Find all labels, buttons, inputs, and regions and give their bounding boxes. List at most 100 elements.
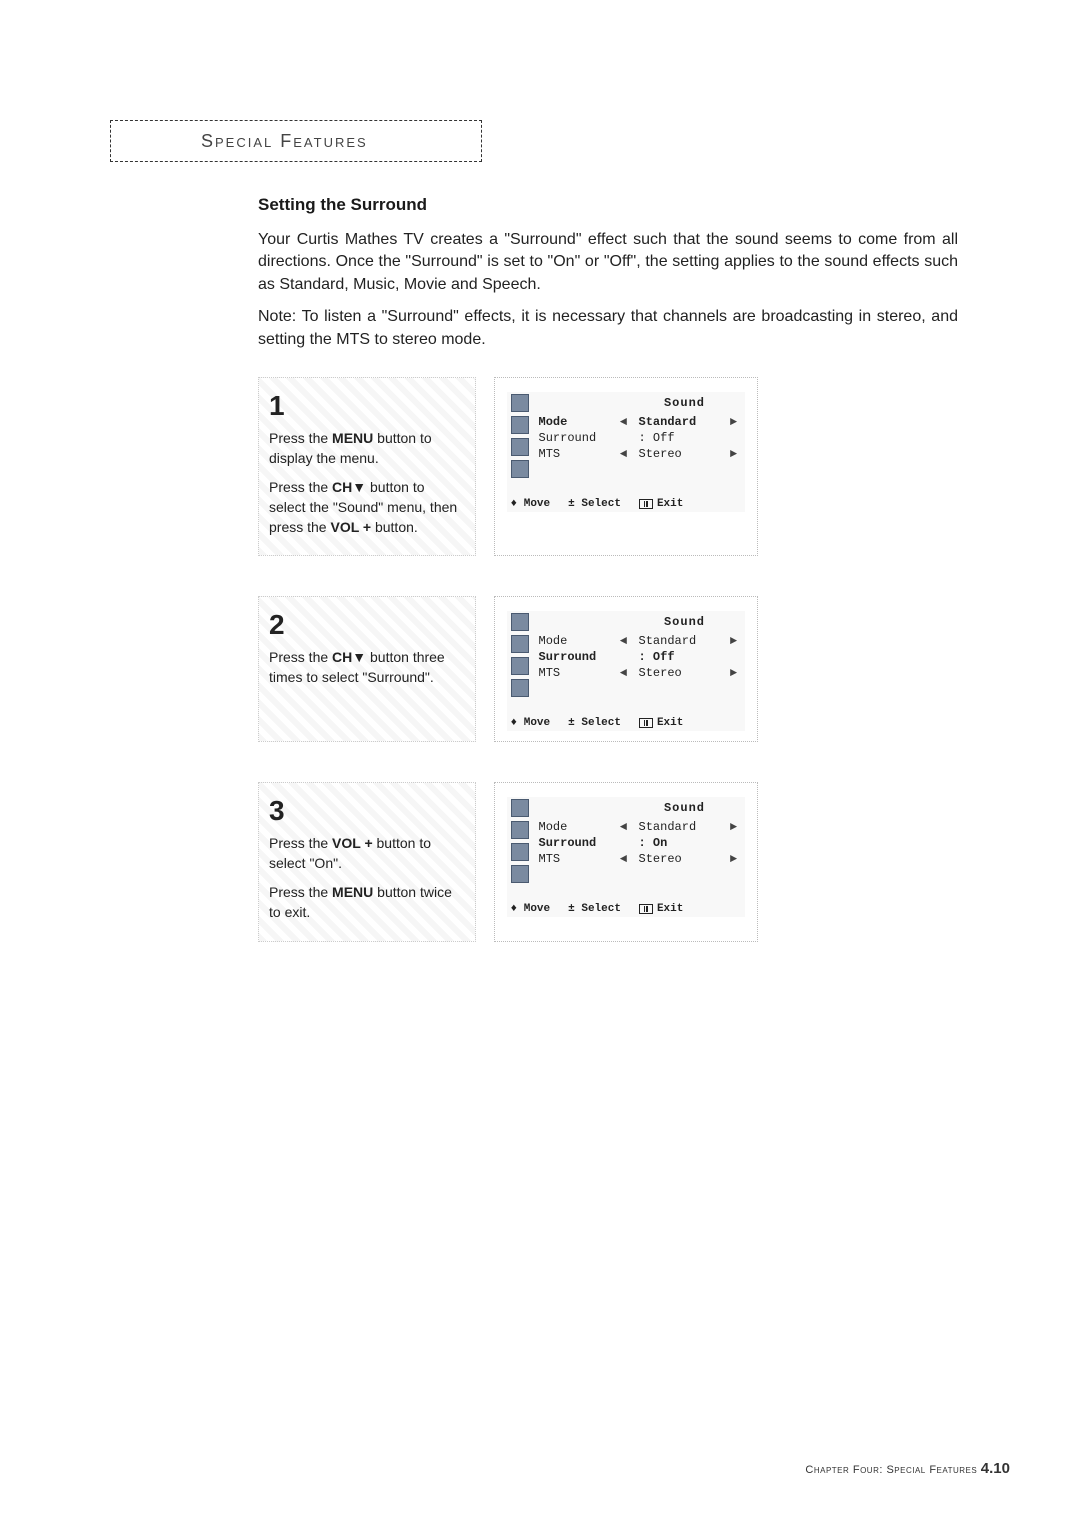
osd-row: Surround : Off <box>539 430 741 446</box>
osd-icon <box>511 438 529 456</box>
osd-row-value: Stereo <box>639 666 719 680</box>
section-title-box: Special Features <box>110 120 482 162</box>
menu-icon <box>639 499 653 509</box>
osd-row-label: Mode <box>539 820 609 834</box>
left-arrow-icon: ◄ <box>619 634 629 648</box>
hint-move: ♦ Move <box>511 903 551 915</box>
osd-icon <box>511 799 529 817</box>
osd-row: MTS ◄ Stereo ► <box>539 446 741 462</box>
osd-screenshot: Sound Mode ◄ Standard ► Surround : Off M… <box>507 392 745 512</box>
step: 2 Press the CH▼ button three times to se… <box>258 596 758 742</box>
hint-exit: Exit <box>639 903 683 915</box>
step-instructions: 1 Press the MENU button to display the m… <box>258 377 476 556</box>
osd-icon <box>511 821 529 839</box>
step-instructions: 2 Press the CH▼ button three times to se… <box>258 596 476 742</box>
step-text: Press the VOL + button to select "On". <box>269 834 465 873</box>
osd-row-value: Stereo <box>639 447 719 461</box>
osd-icon <box>511 394 529 412</box>
step: 3 Press the VOL + button to select "On".… <box>258 782 758 942</box>
osd-title: Sound <box>664 615 705 629</box>
hint-move: ♦ Move <box>511 498 551 510</box>
osd-hints: ♦ Move ± Select Exit <box>511 903 741 915</box>
osd-row: Surround : Off <box>539 649 741 665</box>
osd-icon <box>511 635 529 653</box>
hint-move: ♦ Move <box>511 717 551 729</box>
right-arrow-icon: ► <box>729 852 739 866</box>
osd-row-value: : On <box>639 836 719 850</box>
osd-icon <box>511 679 529 697</box>
hint-exit: Exit <box>639 717 683 729</box>
osd-row-label: MTS <box>539 666 609 680</box>
content: Setting the Surround Your Curtis Mathes … <box>258 195 958 982</box>
osd-screenshot: Sound Mode ◄ Standard ► Surround : Off M… <box>507 611 745 731</box>
right-arrow-icon: ► <box>729 666 739 680</box>
step: 1 Press the MENU button to display the m… <box>258 377 758 556</box>
osd-title: Sound <box>664 396 705 410</box>
osd-icon <box>511 865 529 883</box>
osd-screenshot: Sound Mode ◄ Standard ► Surround : On MT… <box>507 797 745 917</box>
step-osd: Sound Mode ◄ Standard ► Surround : Off M… <box>494 377 758 556</box>
hint-exit: Exit <box>639 498 683 510</box>
step-osd: Sound Mode ◄ Standard ► Surround : On MT… <box>494 782 758 942</box>
osd-row-label: Surround <box>539 431 609 445</box>
left-arrow-icon: ◄ <box>619 415 629 429</box>
page-heading: Setting the Surround <box>258 195 958 215</box>
hint-select: ± Select <box>568 498 621 510</box>
osd-row: Mode ◄ Standard ► <box>539 414 741 430</box>
osd-row-value: Standard <box>639 820 719 834</box>
right-arrow-icon: ► <box>729 415 739 429</box>
osd-icon <box>511 657 529 675</box>
left-arrow-icon: ◄ <box>619 447 629 461</box>
menu-icon <box>639 904 653 914</box>
osd-side-icons <box>511 799 533 883</box>
osd-row-value: : Off <box>639 431 719 445</box>
osd-hints: ♦ Move ± Select Exit <box>511 498 741 510</box>
osd-row: Mode ◄ Standard ► <box>539 633 741 649</box>
osd-row: Mode ◄ Standard ► <box>539 819 741 835</box>
steps-list: 1 Press the MENU button to display the m… <box>258 377 758 942</box>
osd-row-label: Surround <box>539 836 609 850</box>
left-arrow-icon: ◄ <box>619 820 629 834</box>
osd-row: Surround : On <box>539 835 741 851</box>
left-arrow-icon: ◄ <box>619 852 629 866</box>
osd-icon <box>511 416 529 434</box>
footer-chapter: Chapter Four: Special Features <box>805 1464 977 1476</box>
step-number: 3 <box>269 791 465 830</box>
page-footer: Chapter Four: Special Features 4.10 <box>805 1460 1010 1477</box>
menu-icon <box>639 718 653 728</box>
osd-row-value: Stereo <box>639 852 719 866</box>
osd-row-label: MTS <box>539 447 609 461</box>
osd-row: MTS ◄ Stereo ► <box>539 665 741 681</box>
left-arrow-icon: ◄ <box>619 666 629 680</box>
osd-row-label: Mode <box>539 634 609 648</box>
step-text: Press the CH▼ button to select the "Soun… <box>269 478 465 537</box>
step-text: Press the CH▼ button three times to sele… <box>269 648 465 687</box>
osd-hints: ♦ Move ± Select Exit <box>511 717 741 729</box>
step-number: 2 <box>269 605 465 644</box>
osd-row-label: MTS <box>539 852 609 866</box>
osd-side-icons <box>511 613 533 697</box>
osd-row-value: Standard <box>639 415 719 429</box>
hint-select: ± Select <box>568 903 621 915</box>
intro-para-1: Your Curtis Mathes TV creates a "Surroun… <box>258 229 958 296</box>
osd-row-value: Standard <box>639 634 719 648</box>
hint-select: ± Select <box>568 717 621 729</box>
right-arrow-icon: ► <box>729 634 739 648</box>
osd-row-label: Mode <box>539 415 609 429</box>
intro-para-2: Note: To listen a "Surround" effects, it… <box>258 306 958 351</box>
right-arrow-icon: ► <box>729 820 739 834</box>
osd-icon <box>511 843 529 861</box>
osd-row-label: Surround <box>539 650 609 664</box>
step-number: 1 <box>269 386 465 425</box>
osd-side-icons <box>511 394 533 478</box>
osd-icon <box>511 460 529 478</box>
step-osd: Sound Mode ◄ Standard ► Surround : Off M… <box>494 596 758 742</box>
section-title: Special Features <box>201 131 368 152</box>
osd-row-value: : Off <box>639 650 719 664</box>
osd-title: Sound <box>664 801 705 815</box>
right-arrow-icon: ► <box>729 447 739 461</box>
osd-row: MTS ◄ Stereo ► <box>539 851 741 867</box>
footer-page: 4.10 <box>981 1460 1010 1477</box>
step-text: Press the MENU button twice to exit. <box>269 883 465 922</box>
step-text: Press the MENU button to display the men… <box>269 429 465 468</box>
